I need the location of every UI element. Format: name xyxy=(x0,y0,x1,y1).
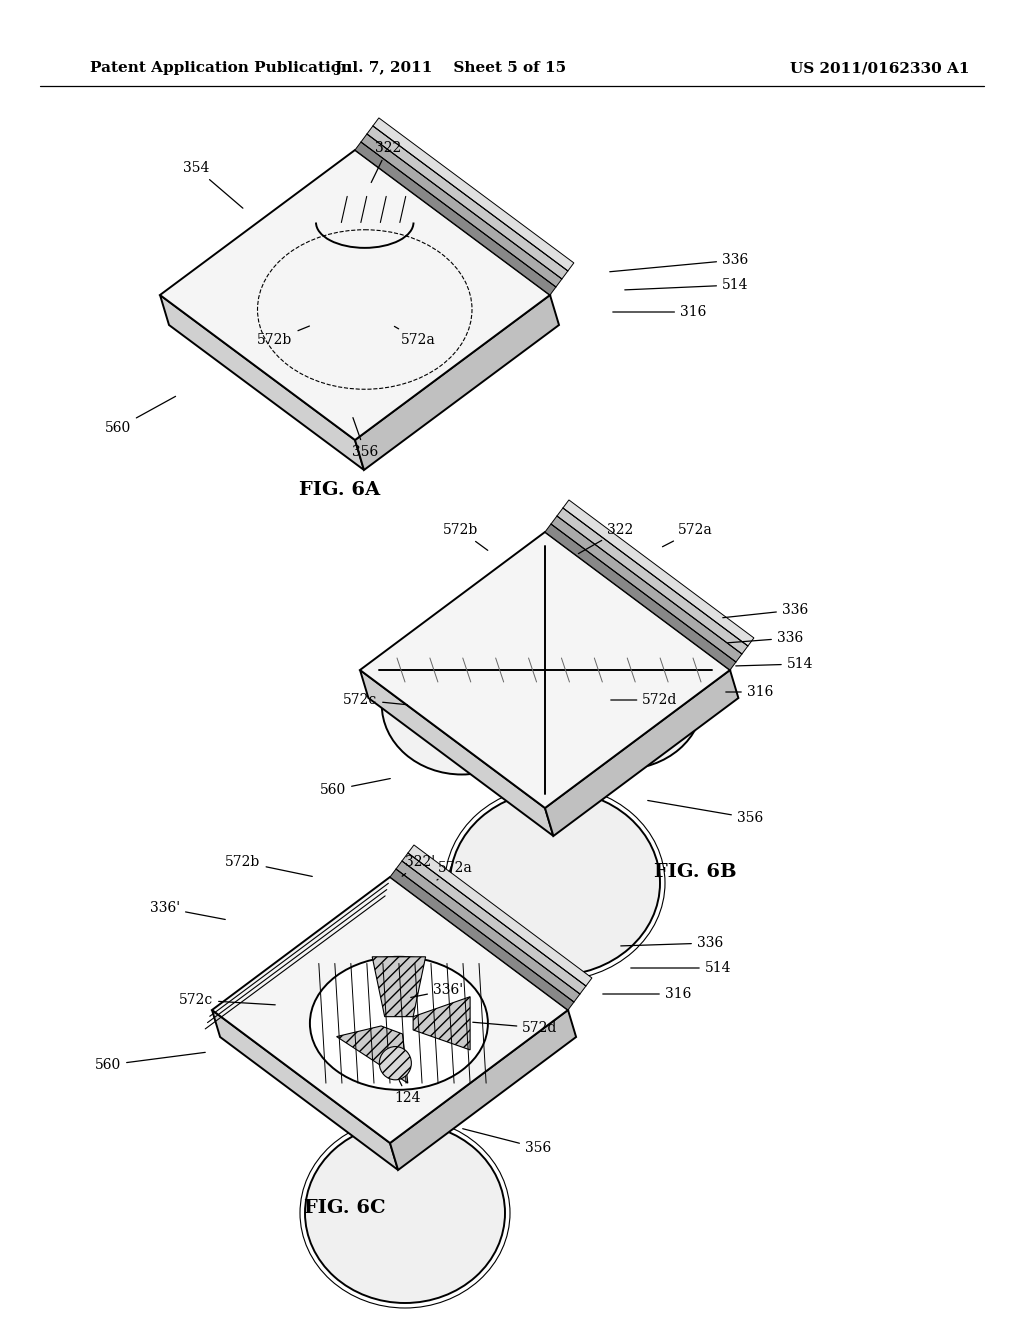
Ellipse shape xyxy=(310,957,487,1090)
Text: 322: 322 xyxy=(372,141,401,182)
Polygon shape xyxy=(337,1026,408,1084)
Polygon shape xyxy=(372,957,426,1016)
Text: 572d: 572d xyxy=(610,693,678,708)
Text: US 2011/0162330 A1: US 2011/0162330 A1 xyxy=(791,61,970,75)
Polygon shape xyxy=(390,1010,577,1170)
Ellipse shape xyxy=(379,1047,412,1080)
Ellipse shape xyxy=(450,791,660,975)
Polygon shape xyxy=(563,500,754,645)
Text: 356: 356 xyxy=(352,417,378,459)
Polygon shape xyxy=(160,294,364,470)
Text: 336: 336 xyxy=(728,631,803,645)
Text: 336': 336' xyxy=(150,902,225,920)
Text: 356: 356 xyxy=(463,1129,551,1155)
Polygon shape xyxy=(361,133,562,286)
Text: 356: 356 xyxy=(648,800,763,825)
Ellipse shape xyxy=(382,635,542,775)
Polygon shape xyxy=(396,861,580,1002)
Text: 514: 514 xyxy=(631,961,731,975)
Text: 322': 322' xyxy=(402,855,435,876)
Polygon shape xyxy=(408,845,592,986)
Text: 316: 316 xyxy=(603,987,691,1001)
Polygon shape xyxy=(373,117,573,271)
Text: 336: 336 xyxy=(723,603,808,618)
Text: 354: 354 xyxy=(183,161,243,209)
Text: 514: 514 xyxy=(625,279,749,292)
Text: 322: 322 xyxy=(579,523,633,553)
Polygon shape xyxy=(212,1010,398,1170)
Text: 572b: 572b xyxy=(225,855,312,876)
Text: FIG. 6C: FIG. 6C xyxy=(304,1199,386,1217)
Text: 572a: 572a xyxy=(437,861,472,880)
Text: 560: 560 xyxy=(95,1052,205,1072)
Text: FIG. 6B: FIG. 6B xyxy=(653,863,736,880)
Polygon shape xyxy=(551,516,742,663)
Text: FIG. 6A: FIG. 6A xyxy=(299,480,381,499)
Text: 572b: 572b xyxy=(442,523,487,550)
Text: 572c: 572c xyxy=(179,993,275,1007)
Text: 514: 514 xyxy=(736,657,813,671)
Text: 572a: 572a xyxy=(663,523,713,546)
Text: 560: 560 xyxy=(319,779,390,797)
Text: 316: 316 xyxy=(612,305,707,319)
Polygon shape xyxy=(557,508,748,653)
Text: 336: 336 xyxy=(609,253,749,272)
Text: 316: 316 xyxy=(726,685,773,700)
Text: Patent Application Publication: Patent Application Publication xyxy=(90,61,352,75)
Polygon shape xyxy=(402,853,586,994)
Ellipse shape xyxy=(543,631,702,770)
Text: 124: 124 xyxy=(394,1081,421,1105)
Ellipse shape xyxy=(305,1123,505,1303)
Text: Jul. 7, 2011    Sheet 5 of 15: Jul. 7, 2011 Sheet 5 of 15 xyxy=(334,61,566,75)
Polygon shape xyxy=(360,532,730,808)
Polygon shape xyxy=(212,876,568,1143)
Polygon shape xyxy=(545,671,738,836)
Text: 560: 560 xyxy=(104,396,175,436)
Text: 572c: 572c xyxy=(343,693,408,708)
Polygon shape xyxy=(413,997,470,1049)
Polygon shape xyxy=(355,294,559,470)
Polygon shape xyxy=(545,524,736,671)
Polygon shape xyxy=(390,869,574,1010)
Polygon shape xyxy=(360,671,553,836)
Text: 572d: 572d xyxy=(473,1020,558,1035)
Text: 336': 336' xyxy=(411,983,463,998)
Text: 336: 336 xyxy=(621,936,723,950)
Polygon shape xyxy=(355,143,556,294)
Polygon shape xyxy=(367,125,568,279)
Text: 572b: 572b xyxy=(257,326,309,347)
Text: 572a: 572a xyxy=(394,326,435,347)
Polygon shape xyxy=(160,150,550,440)
